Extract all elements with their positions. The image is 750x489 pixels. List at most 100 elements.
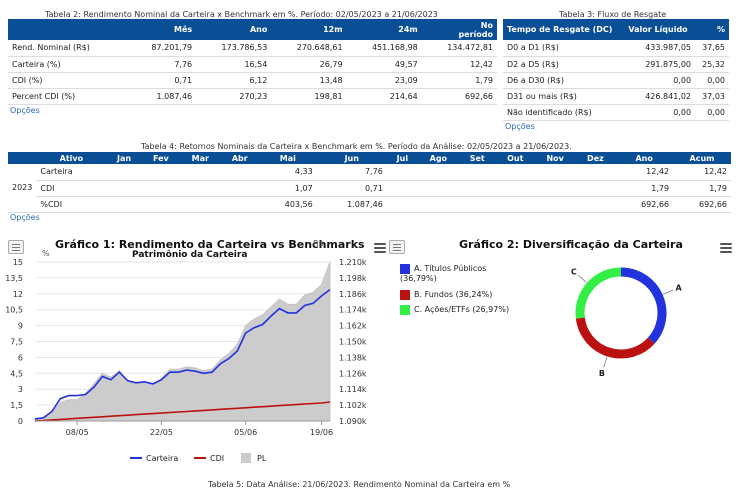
table4-header-cell xyxy=(8,152,37,164)
table2-cell: 1.087,46 xyxy=(128,88,197,105)
table4-row: 2023 Carteira 4,33 7,76 12,42 12,42 xyxy=(8,164,731,213)
chart2-table-icon[interactable] xyxy=(389,240,405,254)
y-left-tick-label: 1,5 xyxy=(10,401,23,410)
table4-cell xyxy=(141,164,180,181)
table2-header-cell: 12m xyxy=(271,19,347,40)
table3-cell: 291.875,00 xyxy=(621,56,696,73)
table2-cell: 49,57 xyxy=(346,56,422,73)
table2-cell: 12,42 xyxy=(421,56,497,73)
table4-cell xyxy=(386,164,418,181)
table3-header-cell: Tempo de Resgate (DC) xyxy=(503,19,621,40)
table2-cell: 26,79 xyxy=(271,56,347,73)
y-left-tick-label: 9 xyxy=(18,322,23,331)
table4-header-cell: Nov xyxy=(534,152,576,164)
table4-cell xyxy=(575,164,616,181)
table2-header-cell: No período xyxy=(421,19,497,40)
table5-caption: Tabela 5: Data Análise: 21/06/2023. Rend… xyxy=(208,480,511,489)
slice-label: B xyxy=(599,369,605,378)
table4-cell: 0,71 xyxy=(316,180,387,197)
legend-swatch-a xyxy=(400,264,410,274)
table2-cell: Carteira (%) xyxy=(8,56,129,73)
y-right-tick-label: 1.138k xyxy=(339,353,367,362)
table4-cell: 403,56 xyxy=(258,196,317,213)
table3-header-cell: % xyxy=(695,19,729,40)
table3-cell: D2 a D5 (R$) xyxy=(503,56,621,73)
table4-header-cell: Ativo xyxy=(36,152,107,164)
y-left-tick-label: 3 xyxy=(18,385,23,394)
table3-row: D31 ou mais (R$) 426.841,02 37,03 xyxy=(503,88,729,105)
table4-cell: 12,42 xyxy=(615,164,674,181)
table4-cell xyxy=(106,180,142,197)
donut-slice xyxy=(620,267,667,344)
chart2-menu-icon[interactable] xyxy=(720,243,732,253)
table4-cell: %CDI xyxy=(36,196,107,213)
table4-cell: 4,33 xyxy=(258,164,317,181)
legend-swatch-b xyxy=(400,290,410,300)
table4-year-cell: 2023 xyxy=(8,164,37,213)
table2-cell: 173.786,53 xyxy=(196,40,272,57)
table3-cell: D6 a D30 (R$) xyxy=(503,72,621,89)
table4-cell xyxy=(220,180,259,197)
chart2-title: Gráfico 2: Diversificação da Carteira xyxy=(459,238,683,251)
chart1-legend-label: PL xyxy=(257,454,267,463)
table4-header-cell: Abr xyxy=(220,152,259,164)
y-right-tick-label: 1.150k xyxy=(339,338,367,347)
cdi-line xyxy=(34,401,331,422)
table3-options-link[interactable]: Opções xyxy=(505,122,535,131)
retornos-table: Ativo Jan Fev Mar Abr Mai Jun Jul Ago Set Out Nov De… xyxy=(8,152,731,213)
table3-cell: 0,00 xyxy=(621,72,696,89)
table4-cell xyxy=(534,196,576,213)
y-left-tick-label: 13,5 xyxy=(5,274,23,283)
chart2-legend-item-b[interactable]: B. Fundos (36,24%) xyxy=(400,290,520,300)
table2-cell: 198,81 xyxy=(271,88,347,105)
table4-cell xyxy=(495,196,535,213)
chart1-table-icon[interactable] xyxy=(8,240,24,254)
table4-cell xyxy=(458,196,496,213)
table4-cell xyxy=(575,180,616,197)
table4-cell xyxy=(495,164,535,181)
y-left-tick-label: 12 xyxy=(13,290,23,299)
y-right-tick-label: 1.186k xyxy=(339,290,367,299)
chart1-subtitle: Patrimônio da Carteira xyxy=(132,250,248,260)
table2-cell: 214,64 xyxy=(346,88,422,105)
table4-cell: CDI xyxy=(36,180,107,197)
chart1-menu-icon[interactable] xyxy=(374,243,386,253)
table4-cell xyxy=(386,180,418,197)
y-left-tick-label: 6 xyxy=(18,353,23,362)
y-right-tick-label: 1.198k xyxy=(339,274,367,283)
table4-header-cell: Mai xyxy=(258,152,317,164)
table4-header-cell: Fev xyxy=(141,152,180,164)
rendimento-table: Mês Ano 12m 24m No período Rend. Nominal (R$) 8… xyxy=(8,19,497,105)
slice-label: C xyxy=(571,267,577,276)
chart2-legend-item-c[interactable]: C. Ações/ETFs (26,97%) xyxy=(400,305,530,315)
table4-cell: 12,42 xyxy=(673,164,731,181)
chart2-legend-item-a[interactable]: A. Títulos Públicos (36,79%) xyxy=(400,264,487,283)
legend-swatch xyxy=(241,453,251,463)
x-tick-label: 08/05 xyxy=(66,428,89,437)
table4-cell xyxy=(575,196,616,213)
table4-options-link[interactable]: Opções xyxy=(10,213,40,222)
table4-cell: 7,76 xyxy=(316,164,387,181)
table3-row: D2 a D5 (R$) 291.875,00 25,32 xyxy=(503,56,729,73)
legend-swatch-c xyxy=(400,305,410,315)
table2-cell: 87.201,79 xyxy=(128,40,197,57)
table2-cell: 134.472,81 xyxy=(421,40,497,57)
table3-header-cell: Valor Líquido xyxy=(621,19,696,40)
chart1-right-unit: R$ xyxy=(313,239,324,248)
y-left-tick-label: 0 xyxy=(18,417,23,426)
table4-cell xyxy=(141,180,180,197)
table4-cell xyxy=(179,180,221,197)
table4-cell xyxy=(141,196,180,213)
table2-cell: 13,48 xyxy=(271,72,347,89)
fluxo-resgate-table: Tempo de Resgate (DC) Valor Líquido% D0 a … xyxy=(503,19,729,121)
table4-cell xyxy=(534,164,576,181)
chart2-donut: A B C xyxy=(571,267,683,378)
table2-cell: 23,09 xyxy=(346,72,422,89)
table4-cell xyxy=(179,164,221,181)
table4-cell xyxy=(417,196,459,213)
table4-cell: Carteira xyxy=(36,164,107,181)
y-right-tick-label: 1.102k xyxy=(339,401,367,410)
table4-header-cell: Jan xyxy=(106,152,142,164)
slice-connector xyxy=(578,275,587,283)
table2-options-link[interactable]: Opções xyxy=(10,106,40,115)
